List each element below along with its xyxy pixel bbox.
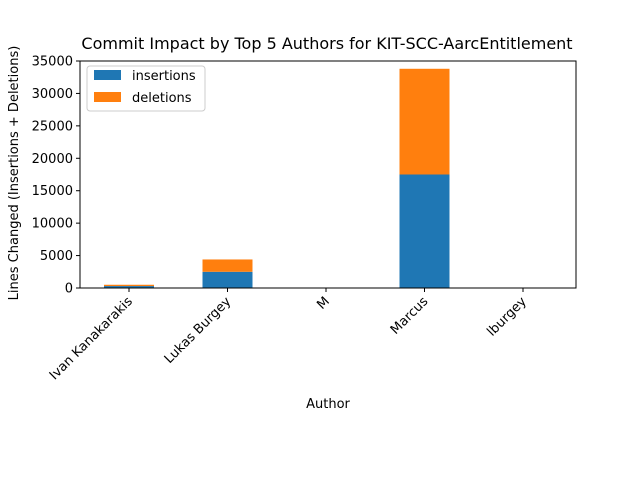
bar-insertions-1 bbox=[202, 271, 253, 288]
bar-insertions-0 bbox=[104, 286, 154, 288]
y-axis: 0 5000 10000 15000 20000 25000 30000 35000 bbox=[32, 55, 80, 297]
legend-swatch-deletions bbox=[94, 92, 121, 102]
y-tick-label: 30000 bbox=[32, 87, 73, 102]
y-tick-label: 20000 bbox=[32, 152, 73, 167]
legend-label-insertions: insertions bbox=[132, 69, 196, 84]
y-tick-label: 35000 bbox=[32, 55, 73, 70]
bar-insertions-3 bbox=[399, 174, 450, 288]
y-axis-label: Lines Changed (Insertions + Deletions) bbox=[7, 46, 22, 301]
bar-deletions-3 bbox=[399, 68, 450, 175]
bar-deletions-0 bbox=[104, 284, 154, 287]
legend-swatch-insertions bbox=[94, 70, 121, 80]
legend-label-deletions: deletions bbox=[132, 91, 192, 106]
bar-deletions-1 bbox=[202, 259, 253, 272]
y-tick-label: 25000 bbox=[32, 119, 73, 134]
y-tick-label: 15000 bbox=[32, 184, 73, 199]
chart-title: Commit Impact by Top 5 Authors for KIT-S… bbox=[81, 34, 572, 53]
y-tick-label: 10000 bbox=[32, 217, 73, 232]
legend: insertions deletions bbox=[86, 65, 206, 112]
plot-frame bbox=[79, 60, 577, 289]
y-tick-label: 0 bbox=[65, 282, 73, 297]
y-tick-label: 5000 bbox=[40, 249, 73, 264]
x-axis-label: Author bbox=[306, 397, 350, 412]
bars-layer bbox=[104, 68, 450, 288]
